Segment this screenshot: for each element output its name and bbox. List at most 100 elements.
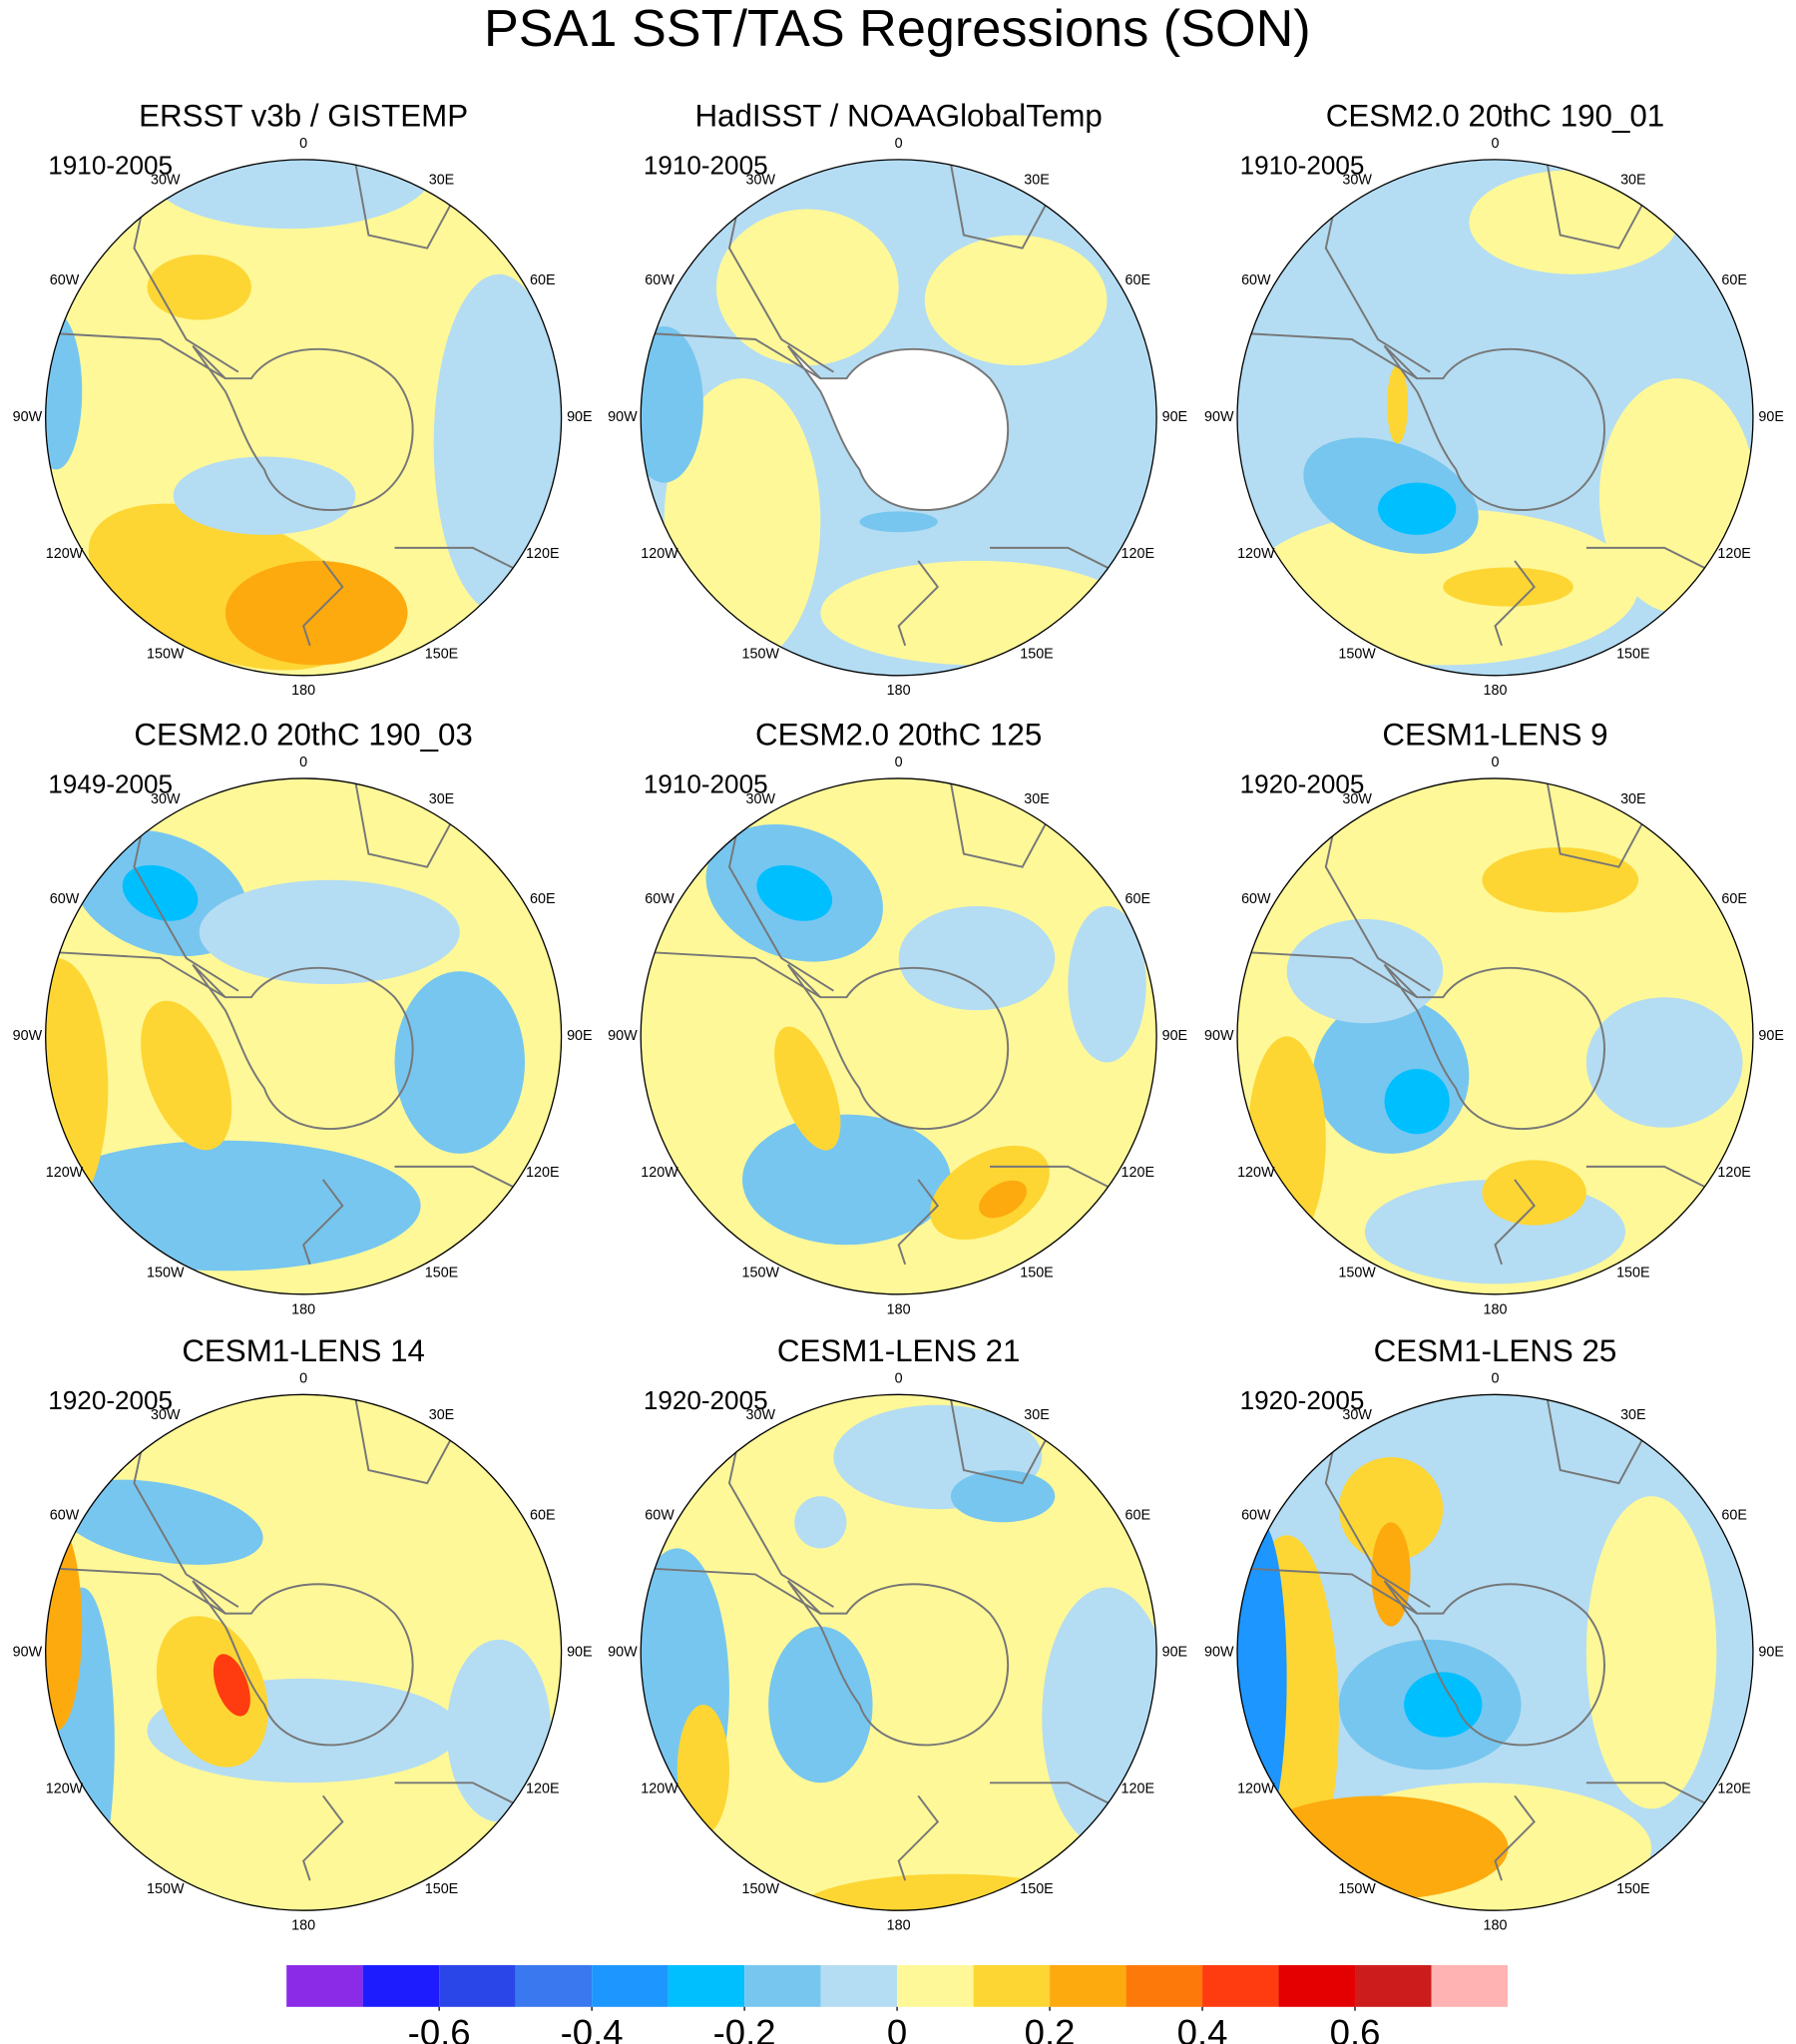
field-patch [1286,918,1444,1024]
coastline [45,1566,226,1615]
map-border [45,777,563,1295]
field-patch [156,1616,268,1768]
longitude-label: 150W [742,1881,780,1897]
coastline [1237,950,1418,999]
map-border [640,159,1157,677]
field-patch [1404,1672,1483,1738]
field-patch [715,209,899,366]
longitude-label: 180 [291,1918,315,1934]
map-panel: CESM2.0 20thC 190_01 1910-2005 0 30E 60E 90E 1… [1204,98,1784,699]
field-patch [1482,1160,1586,1226]
longitude-label: 30E [429,791,455,807]
longitude-label: 150W [147,647,185,663]
field-patch [950,1470,1056,1523]
map-field [1237,1394,1753,1911]
longitude-label: 90W [1204,1645,1234,1661]
longitude-label: 120W [641,546,678,562]
field-patch [1469,170,1678,274]
longitude-label: 0 [895,755,903,770]
longitude-label: 30E [1024,173,1050,189]
colorbar-box [439,1965,516,2007]
field-patch [1068,905,1146,1063]
field-patch [446,1639,552,1822]
longitude-label: 120E [526,546,560,562]
field-patch [199,879,460,985]
longitude-label: 0 [895,1370,903,1386]
panel-period: 1920-2005 [1240,769,1365,799]
panel-title: CESM2.0 20thC 125 [755,717,1042,752]
antarctica [786,963,1010,1130]
colorbar-box [668,1965,745,2007]
field-patch [1371,1522,1411,1627]
colorbar-tick-label: 0.2 [1025,2012,1076,2044]
longitude-label: 120W [1237,1782,1275,1797]
field-patch [742,1114,951,1246]
field-patch [898,905,1056,1011]
longitude-label: 120E [1717,1165,1750,1181]
antarctica [1383,963,1605,1130]
map-panel: CESM1-LENS 25 1920-2005 0 30E 60E 90E 120E 150E… [1204,1333,1784,1934]
map-field [1237,777,1753,1294]
field-patch [641,325,703,483]
longitude-label: 60W [50,1508,80,1524]
longitude-label: 150W [1338,647,1376,663]
coastline [897,560,940,647]
longitude-label: 120E [526,1165,560,1181]
panel-title: ERSST v3b / GISTEMP [139,98,468,133]
longitude-label: 120E [1122,1165,1155,1181]
field-patch [45,1522,83,1732]
longitude-label: 60W [1241,891,1271,907]
longitude-label: 90E [1758,1028,1784,1044]
map-border [1236,777,1754,1295]
longitude-label: 150E [1616,1266,1649,1281]
longitude-label: 30W [1342,173,1372,189]
field-patch [173,456,356,535]
colorbar-box [1355,1965,1432,2007]
map-field [45,777,562,1294]
field-patch [57,1479,263,1565]
longitude-label: 30W [746,791,776,807]
map-panel: CESM2.0 20thC 125 1910-2005 0 30E 60E 90E 120E… [608,717,1187,1317]
longitude-label: 120E [1122,546,1155,562]
panel-period: 1920-2005 [644,1385,768,1415]
panel-title: CESM1-LENS 14 [182,1333,425,1368]
map-border [640,777,1157,1295]
longitude-label: 30W [151,1407,181,1423]
figure-title: PSA1 SST/TAS Regressions (SON) [484,0,1311,58]
colorbar-box [897,1965,974,2007]
map-field [641,777,1157,1294]
longitude-label: 0 [299,1370,307,1386]
field-patch [147,255,251,320]
coastline [1494,1794,1536,1881]
coastline [1237,1566,1418,1615]
longitude-label: 90E [1162,1028,1188,1044]
field-patch [1482,847,1639,913]
panel-period: 1920-2005 [1240,1385,1365,1415]
colorbar-tick-label: 0 [887,2012,907,2044]
colorbar-tick-label: 0.6 [1330,2012,1381,2044]
longitude-label: 0 [299,755,307,770]
colorbar-box [1278,1965,1356,2007]
field-patch [45,312,83,470]
longitude-label: 180 [1484,683,1508,699]
field-patch [820,560,1133,666]
map-field [45,159,562,676]
longitude-label: 60W [50,891,80,907]
field-patch [45,958,109,1220]
longitude-label: 120E [1122,1782,1155,1797]
longitude-label: 120E [1717,1782,1750,1797]
field-patch [794,1873,1108,1911]
panel-period: 1949-2005 [48,769,173,799]
longitude-label: 90W [1204,1028,1234,1044]
longitude-label: 30E [1024,791,1050,807]
panel-title: CESM1-LENS 25 [1374,1333,1617,1368]
longitude-label: 180 [291,683,315,699]
field-patch [979,1180,1028,1219]
panel-period: 1920-2005 [48,1385,173,1415]
map-field [45,1394,562,1911]
longitude-label: 150W [147,1881,185,1897]
longitude-label: 60W [645,891,674,907]
longitude-label: 60E [530,1508,556,1524]
longitude-label: 90E [567,409,593,425]
